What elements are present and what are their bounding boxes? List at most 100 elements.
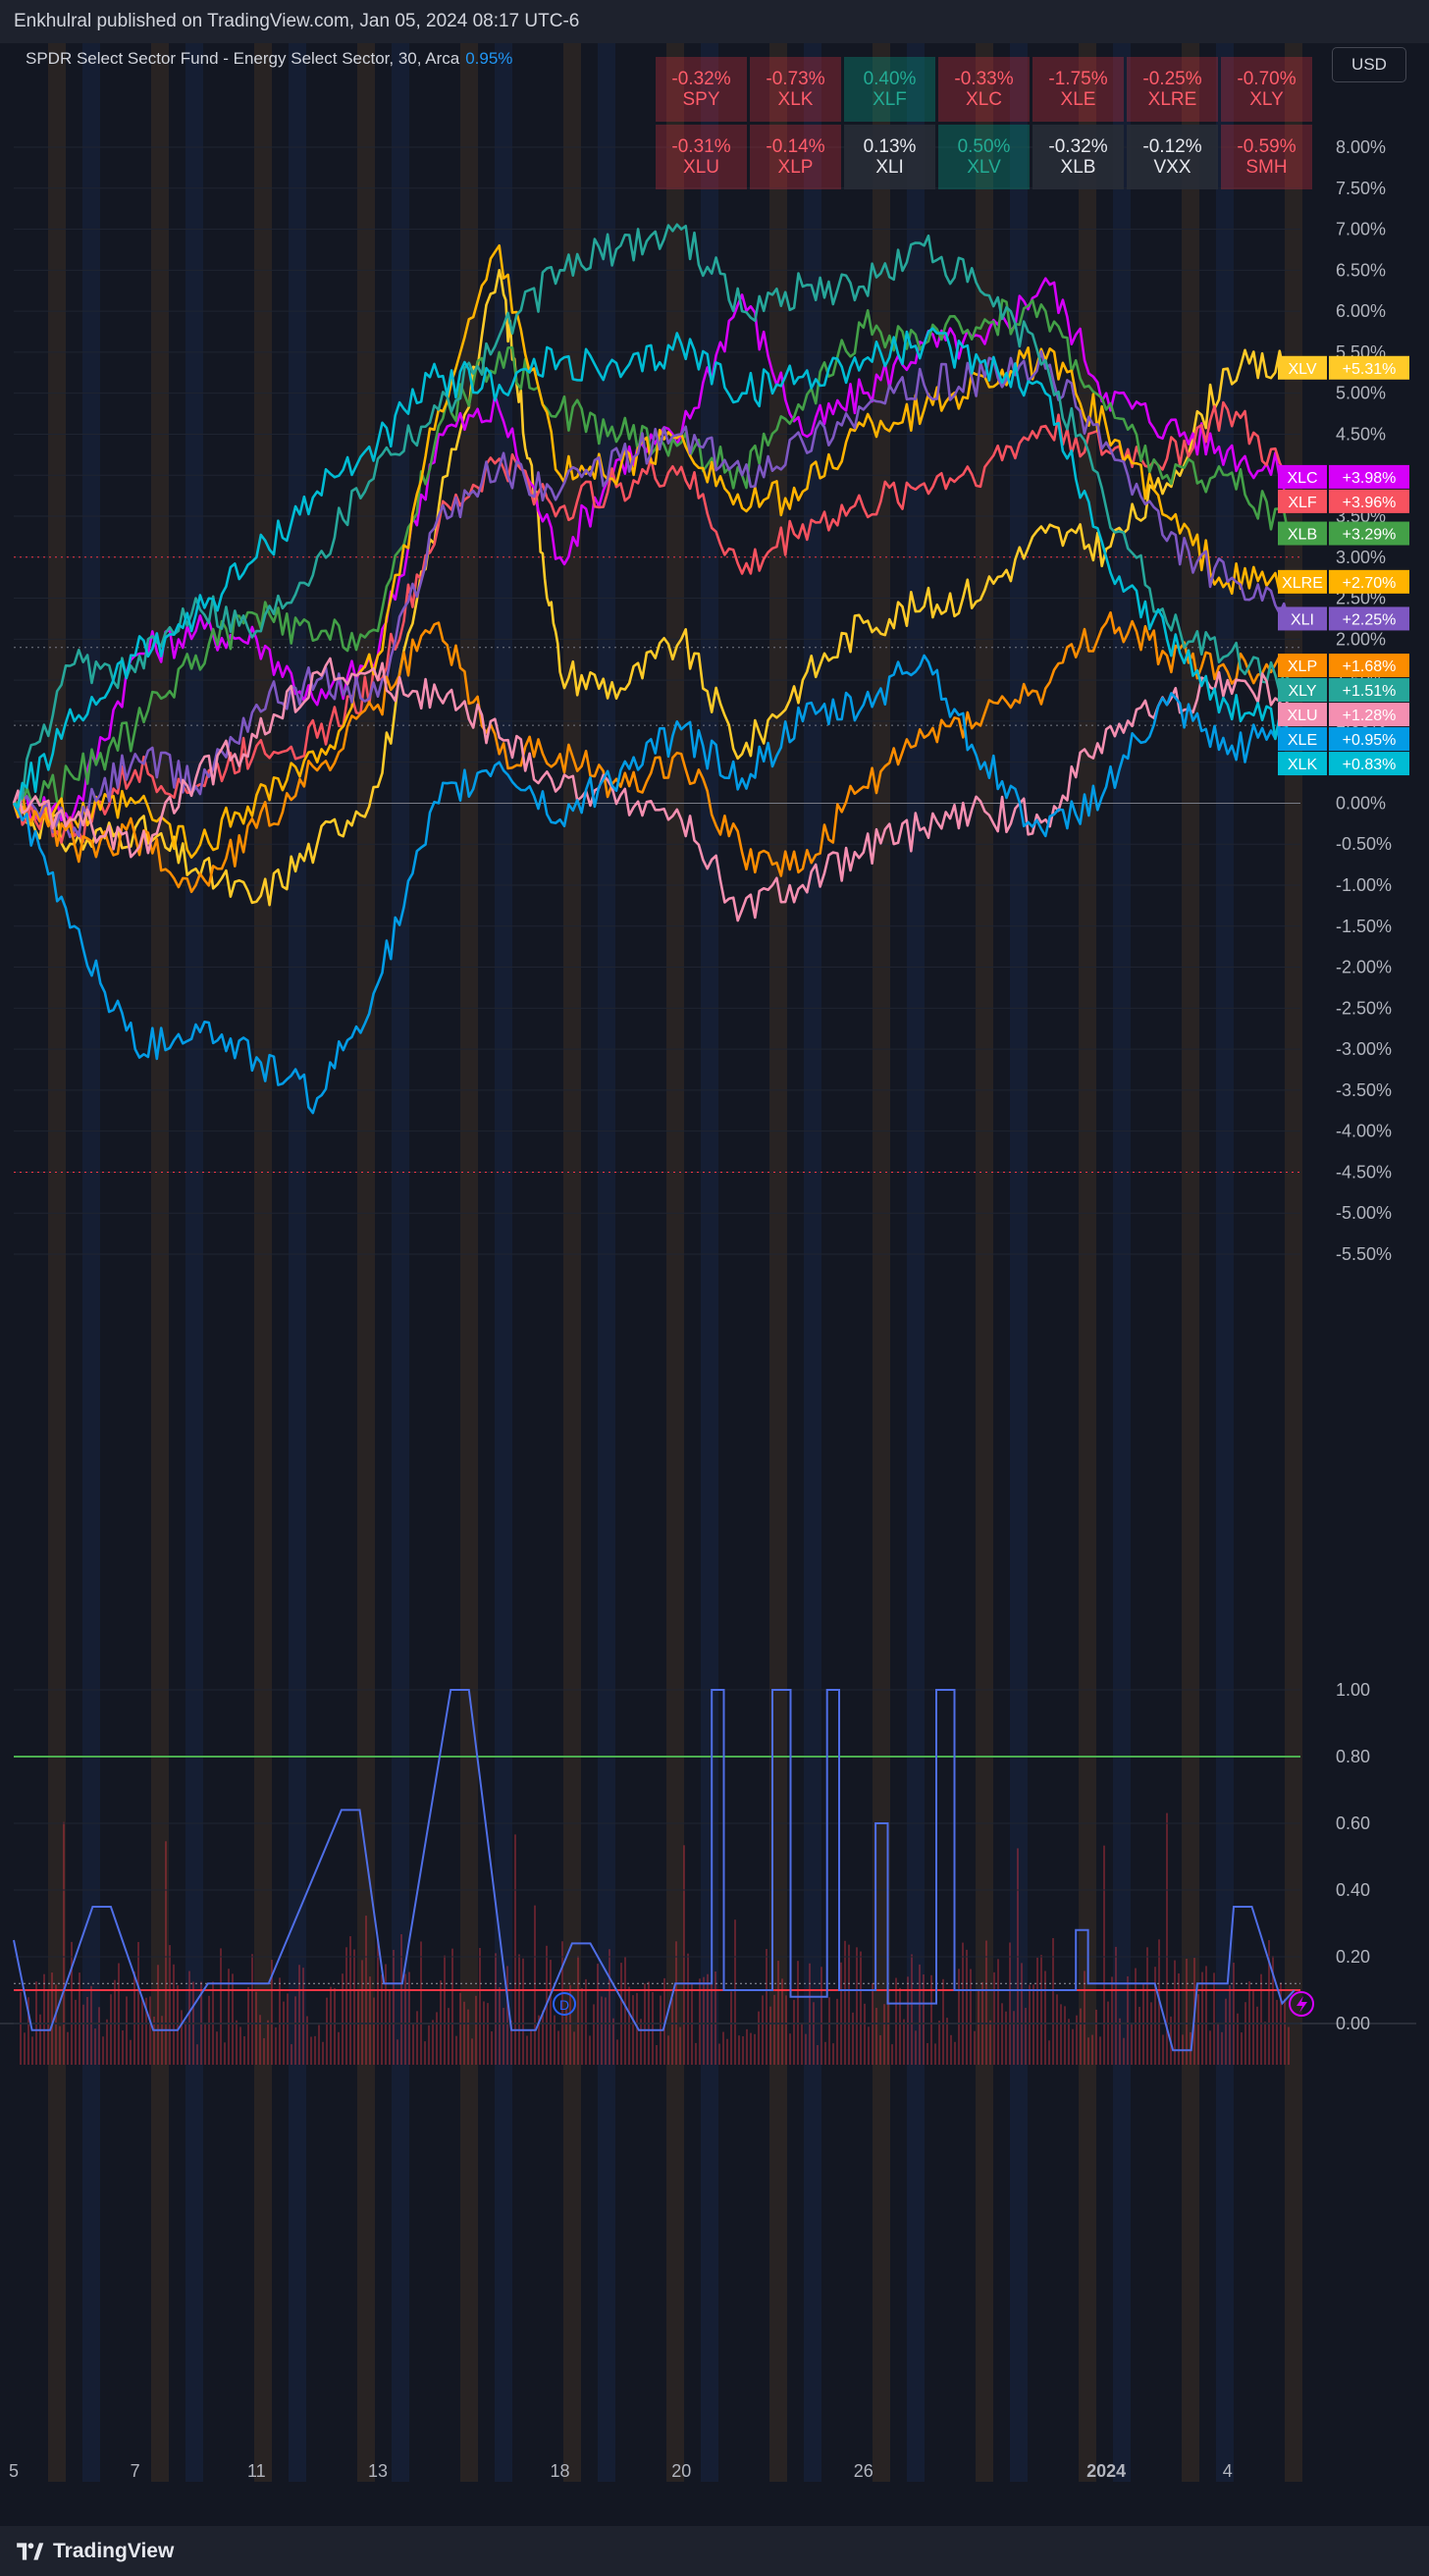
volume-bar — [153, 2016, 155, 2065]
volume-bar — [161, 2016, 163, 2065]
volume-bar — [404, 1973, 406, 2065]
series-line-xlre — [12, 244, 1290, 859]
volume-bar — [738, 2035, 740, 2065]
volume-bar — [118, 1963, 120, 2065]
volume-bar — [1040, 1955, 1042, 2065]
volume-bar — [381, 1974, 383, 2065]
session-stripe — [1182, 43, 1199, 2482]
volume-bar — [899, 1987, 901, 2065]
ticker-symbol: XLK — [777, 89, 814, 110]
ticker-symbol: XLE — [1060, 89, 1096, 110]
volume-bar — [165, 1841, 167, 2065]
session-stripe — [1044, 43, 1062, 2482]
volume-bar — [616, 2039, 618, 2065]
volume-bar — [177, 1985, 179, 2065]
tradingview-logo-icon — [17, 2542, 44, 2560]
volume-bar — [887, 1988, 889, 2065]
ticker-value: -0.32% — [1048, 136, 1108, 157]
ticker-cell-xlv[interactable]: 0.50% XLV — [938, 125, 1030, 189]
volume-bar — [1150, 2002, 1152, 2065]
ticker-cell-xlp[interactable]: -0.14% XLP — [750, 125, 841, 189]
ticker-cell-xlc[interactable]: -0.33% XLC — [938, 57, 1030, 122]
volume-bar — [1021, 1963, 1023, 2065]
series-value: +1.68% — [1343, 658, 1397, 675]
volume-bar — [1229, 1985, 1231, 2065]
ticker-value: -0.33% — [954, 69, 1014, 89]
chart-canvas[interactable]: 8.00%7.50%7.00%6.50%6.00%5.50%5.00%4.50%… — [0, 43, 1416, 2526]
y-tick-label: 7.50% — [1336, 179, 1386, 198]
volume-bar — [734, 1919, 736, 2065]
series-name-box — [1278, 355, 1327, 380]
series-label-xlp: XLP +1.68% — [1278, 654, 1409, 678]
ticker-cell-xlre[interactable]: -0.25% XLRE — [1127, 57, 1218, 122]
volume-bar — [59, 2025, 61, 2065]
volume-bar — [428, 2024, 430, 2065]
volume-bar — [1276, 1999, 1278, 2065]
chart-frame[interactable]: 8.00% 7.50% 7.00% 6.50% 6.00% 5.50% 5.00% 4.50%… — [0, 43, 1416, 2526]
volume-bar — [31, 2036, 33, 2065]
ticker-cell-xlf[interactable]: 0.40% XLF — [844, 57, 935, 122]
volume-bar — [436, 2012, 438, 2065]
volume-bar — [585, 1978, 587, 2065]
volume-bar — [526, 2035, 528, 2065]
session-stripe — [392, 43, 409, 2482]
session-stripe — [941, 43, 959, 2482]
ticker-cell-vxx[interactable]: -0.12% VXX — [1127, 125, 1218, 189]
volume-bar — [605, 1997, 607, 2065]
ticker-cell-xlu[interactable]: -0.31% XLU — [656, 125, 747, 189]
volume-bar — [828, 1997, 830, 2065]
volume-bar — [848, 1944, 850, 2065]
volume-bar — [271, 1960, 273, 2065]
volume-bar — [1119, 2018, 1121, 2065]
volume-bar — [797, 1961, 799, 2065]
ticker-symbol: XLI — [875, 157, 904, 178]
volume-bar — [852, 2012, 854, 2065]
volume-bar — [722, 2031, 724, 2065]
volume-bar — [824, 2041, 826, 2065]
ticker-cell-xle[interactable]: -1.75% XLE — [1032, 57, 1124, 122]
series-line-xly — [13, 223, 1290, 807]
currency-button[interactable]: USD — [1332, 47, 1406, 82]
ticker-cell-xlk[interactable]: -0.73% XLK — [750, 57, 841, 122]
tradingview-brand: TradingView — [53, 2539, 175, 2562]
ticker-value: -0.25% — [1142, 69, 1202, 89]
volume-bar — [718, 2043, 720, 2065]
volume-bar — [542, 2010, 544, 2065]
series-name: XLF — [1288, 495, 1317, 511]
flash-marker-icon — [1289, 1991, 1314, 2017]
volume-bar — [228, 1969, 230, 2065]
y-tick-label: 6.00% — [1336, 301, 1386, 321]
ticker-cell-xly[interactable]: -0.70% XLY — [1221, 57, 1312, 122]
volume-bar — [24, 2032, 26, 2065]
volume-bar — [279, 1977, 281, 2065]
ticker-cell-xlb[interactable]: -0.32% XLB — [1032, 125, 1124, 189]
series-label-xle: XLE +0.95% — [1278, 727, 1409, 752]
series-label-xly: XLY +1.51% — [1278, 678, 1409, 703]
series-labels: XLV +5.31% XLC +3.98% XLF +3.96% XLB +3.29% XLRE… — [1278, 355, 1409, 776]
volume-bar — [236, 2020, 238, 2065]
ticker-cell-smh[interactable]: -0.59% SMH — [1221, 125, 1312, 189]
volume-bar — [671, 1998, 673, 2065]
dividend-marker-icon — [553, 1992, 576, 2016]
series-line-xlp — [13, 610, 1290, 894]
volume-bar — [420, 1941, 422, 2065]
series-value: +3.29% — [1343, 527, 1397, 544]
volume-bar — [773, 1994, 775, 2065]
y-tick-label: 3.00% — [1336, 548, 1386, 567]
series-name: XLB — [1288, 527, 1317, 544]
oscillator-pane: 1.00 0.80 0.60 0.40 0.20 0.00 — [13, 1680, 1370, 2052]
series-name: XLU — [1287, 708, 1317, 724]
osc-y-tick-label: 0.60 — [1336, 1814, 1370, 1833]
volume-bar — [746, 2028, 748, 2065]
series-label-xlu: XLU +1.28% — [1278, 703, 1409, 727]
volume-bar — [71, 1941, 73, 2065]
volume-bar — [43, 1973, 45, 2065]
volume-bar — [1225, 1998, 1227, 2065]
volume-bar — [1197, 1994, 1199, 2065]
series-name: XLY — [1288, 683, 1316, 700]
volume-bar — [868, 2026, 870, 2065]
ticker-cell-spy[interactable]: -0.32% SPY — [656, 57, 747, 122]
legend-title: SPDR Select Sector Fund - Energy Select … — [26, 49, 512, 69]
ticker-cell-xli[interactable]: 0.13% XLI — [844, 125, 935, 189]
volume-bar — [298, 1965, 300, 2065]
